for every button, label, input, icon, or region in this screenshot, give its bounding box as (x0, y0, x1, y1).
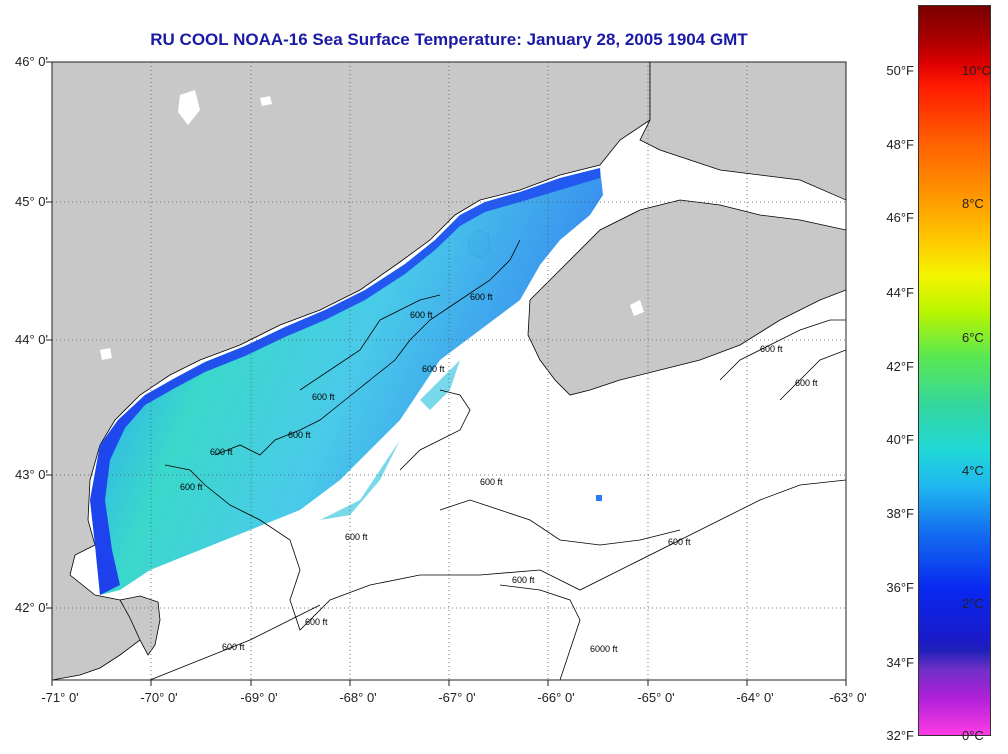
longitude-label: -66° 0' (537, 690, 575, 705)
longitude-label: -63° 0' (829, 690, 867, 705)
colorbar-label-f: 38°F (886, 506, 914, 521)
contour-label: 600 ft (288, 430, 311, 440)
contour-label: 6000 ft (590, 644, 618, 654)
colorbar-label-f: 44°F (886, 285, 914, 300)
land-northeast (639, 62, 846, 201)
colorbar-label-f: 48°F (886, 137, 914, 152)
latitude-label: 45° 0' (15, 194, 48, 209)
colorbar-label-c: 8°C (962, 196, 984, 211)
lake-patch (260, 96, 272, 106)
colorbar-label-f: 32°F (886, 728, 914, 743)
longitude-label: -71° 0' (41, 690, 79, 705)
latitude-label: 42° 0' (15, 600, 48, 615)
contour-label: 600 ft (410, 310, 433, 320)
bathymetry-contours (149, 239, 846, 680)
contour-label: 600 ft (795, 378, 818, 388)
contour-label: 600 ft (210, 447, 233, 457)
colorbar-label-c: 4°C (962, 463, 984, 478)
contour-label: 600 ft (312, 392, 335, 402)
contour-label: 600 ft (305, 617, 328, 627)
lake-patch (100, 348, 112, 360)
colorbar-label-c: 6°C (962, 330, 984, 345)
colorbar-label-c: 10°C (962, 63, 992, 78)
colorbar-label-f: 50°F (886, 63, 914, 78)
lake-patch (630, 300, 644, 316)
latitude-label: 46° 0' (15, 54, 48, 69)
colorbar-label-f: 46°F (886, 210, 914, 225)
longitude-label: -70° 0' (140, 690, 178, 705)
sst-fragment (420, 360, 460, 410)
contour-label: 600 ft (422, 364, 445, 374)
colorbar-label-f: 34°F (886, 655, 914, 670)
contour-labels: 600 ft 600 ft 600 ft 600 ft 600 ft 600 f… (180, 292, 818, 654)
longitude-label: -67° 0' (438, 690, 476, 705)
colorbar-label-c: 2°C (962, 596, 984, 611)
longitude-label: -64° 0' (736, 690, 774, 705)
colorbar-label-f: 42°F (886, 359, 914, 374)
contour-label: 600 ft (345, 532, 368, 542)
axis-ticks (46, 61, 847, 686)
land-cape-cod (119, 595, 161, 656)
contour-label: 600 ft (222, 642, 245, 652)
contour-label: 600 ft (512, 575, 535, 585)
contour-label: 600 ft (480, 477, 503, 487)
longitude-label: -69° 0' (240, 690, 278, 705)
sst-swath (90, 168, 603, 595)
colorbar-label-c: 0°C (962, 728, 984, 743)
map-title: RU COOL NOAA-16 Sea Surface Temperature:… (150, 30, 748, 49)
colorbar-label-f: 36°F (886, 580, 914, 595)
longitude-label: -68° 0' (339, 690, 377, 705)
contour-label: 600 ft (668, 537, 691, 547)
contour-label: 600 ft (470, 292, 493, 302)
lake-patch (178, 90, 200, 125)
contour-label: 600 ft (180, 482, 203, 492)
latitude-label: 44° 0' (15, 332, 48, 347)
temperature-colorbar (918, 5, 991, 736)
longitude-label: -65° 0' (637, 690, 675, 705)
colorbar-label-f: 40°F (886, 432, 914, 447)
latitude-label: 43° 0' (15, 467, 48, 482)
contour-label: 600 ft (760, 344, 783, 354)
land-nova-scotia (527, 199, 846, 396)
sst-fragment (596, 495, 602, 501)
graticule (52, 62, 846, 680)
